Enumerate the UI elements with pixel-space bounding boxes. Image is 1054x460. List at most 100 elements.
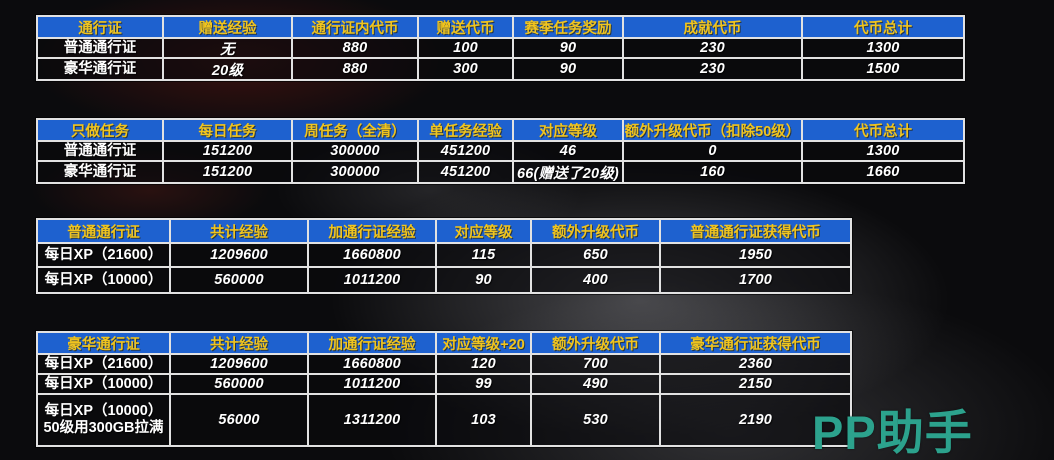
header-cell: 赠送代币	[419, 17, 514, 39]
header-cell: 对应等级+20	[437, 333, 532, 355]
data-cell: 1660800	[309, 244, 437, 268]
header-cell: 成就代币	[624, 17, 803, 39]
data-cell: 1011200	[309, 375, 437, 395]
data-cell: 2360	[661, 355, 850, 375]
table-row: 每日XP（10000） 560000 1011200 90 400 1700	[38, 268, 850, 292]
row-label-cell: 普通通行证	[38, 39, 164, 59]
header-cell: 通行证	[38, 17, 164, 39]
table-row: 普通通行证 151200 300000 451200 46 0 1300	[38, 142, 963, 162]
data-cell: 530	[532, 395, 661, 445]
data-cell: 115	[437, 244, 532, 268]
table-row: 普通通行证无 880 100 90 230 1300	[38, 39, 963, 59]
data-cell: 451200	[419, 162, 514, 182]
header-cell: 单任务经验	[419, 120, 514, 142]
data-cell: 46	[514, 142, 624, 162]
header-cell: 每日任务	[164, 120, 293, 142]
data-cell: 650	[532, 244, 661, 268]
table-row: 豪华通行证 20级 880 300 90 230 1500	[38, 59, 963, 79]
data-cell: 1300	[803, 39, 963, 59]
row-label-cell: 每日XP（10000）	[38, 268, 171, 292]
data-cell: 1500	[803, 59, 963, 79]
header-cell: 共计经验	[171, 333, 309, 355]
table-tasks-only: 只做任务 每日任务 周任务（全清） 单任务经验 对应等级 额外升级代币（扣除50级） 代币总…	[36, 118, 965, 184]
data-cell: 880	[293, 39, 419, 59]
row-label-cell: 每日XP（21600）	[38, 355, 171, 375]
header-cell: 对应等级	[514, 120, 624, 142]
data-cell: 0	[624, 142, 803, 162]
header-cell: 加通行证经验	[309, 333, 437, 355]
data-cell: 120	[437, 355, 532, 375]
table-row: 每日XP（21600） 1209600 1660800 120 700 2360	[38, 355, 850, 375]
data-cell: 151200	[164, 142, 293, 162]
data-cell: 1011200	[309, 268, 437, 292]
data-cell: 400	[532, 268, 661, 292]
header-cell: 通行证内代币	[293, 17, 419, 39]
header-cell: 普通通行证获得代币	[661, 220, 850, 244]
data-cell: 66(赠送了20级)	[514, 162, 624, 182]
header-row: 只做任务 每日任务 周任务（全清） 单任务经验 对应等级 额外升级代币（扣除50级） 代币总…	[38, 120, 963, 142]
data-cell: 103	[437, 395, 532, 445]
data-cell: 230	[624, 39, 803, 59]
table-row: 每日XP（10000） 560000 1011200 99 490 2150	[38, 375, 850, 395]
data-cell: 1209600	[171, 244, 309, 268]
data-cell: 490	[532, 375, 661, 395]
data-cell: 1660800	[309, 355, 437, 375]
data-cell: 1950	[661, 244, 850, 268]
data-cell: 160	[624, 162, 803, 182]
header-cell: 额外升级代币	[532, 333, 661, 355]
table-row: 豪华通行证 151200 300000 451200 66(赠送了20级) 160 1660	[38, 162, 963, 182]
data-cell: 300000	[293, 142, 419, 162]
data-cell: 无	[164, 39, 293, 59]
row-label-cell: 每日XP（10000） 50级用300GB拉满	[38, 395, 171, 445]
data-cell: 90	[514, 59, 624, 79]
table-row: 每日XP（21600） 1209600 1660800 115 650 1950	[38, 244, 850, 268]
data-cell: 300	[419, 59, 514, 79]
data-cell: 300000	[293, 162, 419, 182]
row-label-cell: 每日XP（21600）	[38, 244, 171, 268]
header-row: 豪华通行证 共计经验 加通行证经验 对应等级+20 额外升级代币 豪华通行证获得代币	[38, 333, 850, 355]
pp-assistant-watermark: PP助手	[812, 406, 973, 459]
table-pass-token-overview: 通行证 赠送经验 通行证内代币 赠送代币 赛季任务奖励 成就代币 代币总计 普通通行证无 880…	[36, 15, 965, 81]
header-cell: 代币总计	[803, 120, 963, 142]
header-cell: 豪华通行证获得代币	[661, 333, 850, 355]
data-cell: 1209600	[171, 355, 309, 375]
data-cell: 151200	[164, 162, 293, 182]
data-cell: 700	[532, 355, 661, 375]
data-cell: 880	[293, 59, 419, 79]
header-cell: 加通行证经验	[309, 220, 437, 244]
data-cell: 560000	[171, 375, 309, 395]
row-label-cell: 豪华通行证	[38, 162, 164, 182]
row-label-cell: 每日XP（10000）	[38, 375, 171, 395]
data-cell: 1700	[661, 268, 850, 292]
header-cell: 赛季任务奖励	[514, 17, 624, 39]
data-cell: 56000	[171, 395, 309, 445]
table-row: 每日XP（10000） 50级用300GB拉满 56000 1311200 103 53…	[38, 395, 850, 445]
data-cell: 560000	[171, 268, 309, 292]
data-cell: 2150	[661, 375, 850, 395]
data-cell: 1311200	[309, 395, 437, 445]
row-label-cell: 豪华通行证	[38, 59, 164, 79]
header-cell: 额外升级代币（扣除50级）	[624, 120, 803, 142]
header-cell: 共计经验	[171, 220, 309, 244]
header-cell: 周任务（全清）	[293, 120, 419, 142]
data-cell: 2190	[661, 395, 850, 445]
header-row: 普通通行证 共计经验 加通行证经验 对应等级 额外升级代币 普通通行证获得代币	[38, 220, 850, 244]
data-cell: 100	[419, 39, 514, 59]
header-cell: 豪华通行证	[38, 333, 171, 355]
data-cell: 1660	[803, 162, 963, 182]
data-cell: 451200	[419, 142, 514, 162]
header-cell: 赠送经验	[164, 17, 293, 39]
header-cell: 对应等级	[437, 220, 532, 244]
data-cell: 230	[624, 59, 803, 79]
table-deluxe-pass-xp: 豪华通行证 共计经验 加通行证经验 对应等级+20 额外升级代币 豪华通行证获得代币 每日X…	[36, 331, 852, 447]
header-row: 通行证 赠送经验 通行证内代币 赠送代币 赛季任务奖励 成就代币 代币总计	[38, 17, 963, 39]
data-cell: 99	[437, 375, 532, 395]
header-cell: 代币总计	[803, 17, 963, 39]
header-cell: 只做任务	[38, 120, 164, 142]
data-cell: 90	[514, 39, 624, 59]
row-label-cell: 普通通行证	[38, 142, 164, 162]
data-cell: 1300	[803, 142, 963, 162]
header-cell: 普通通行证	[38, 220, 171, 244]
table-normal-pass-xp: 普通通行证 共计经验 加通行证经验 对应等级 额外升级代币 普通通行证获得代币 每日XP（2…	[36, 218, 852, 294]
